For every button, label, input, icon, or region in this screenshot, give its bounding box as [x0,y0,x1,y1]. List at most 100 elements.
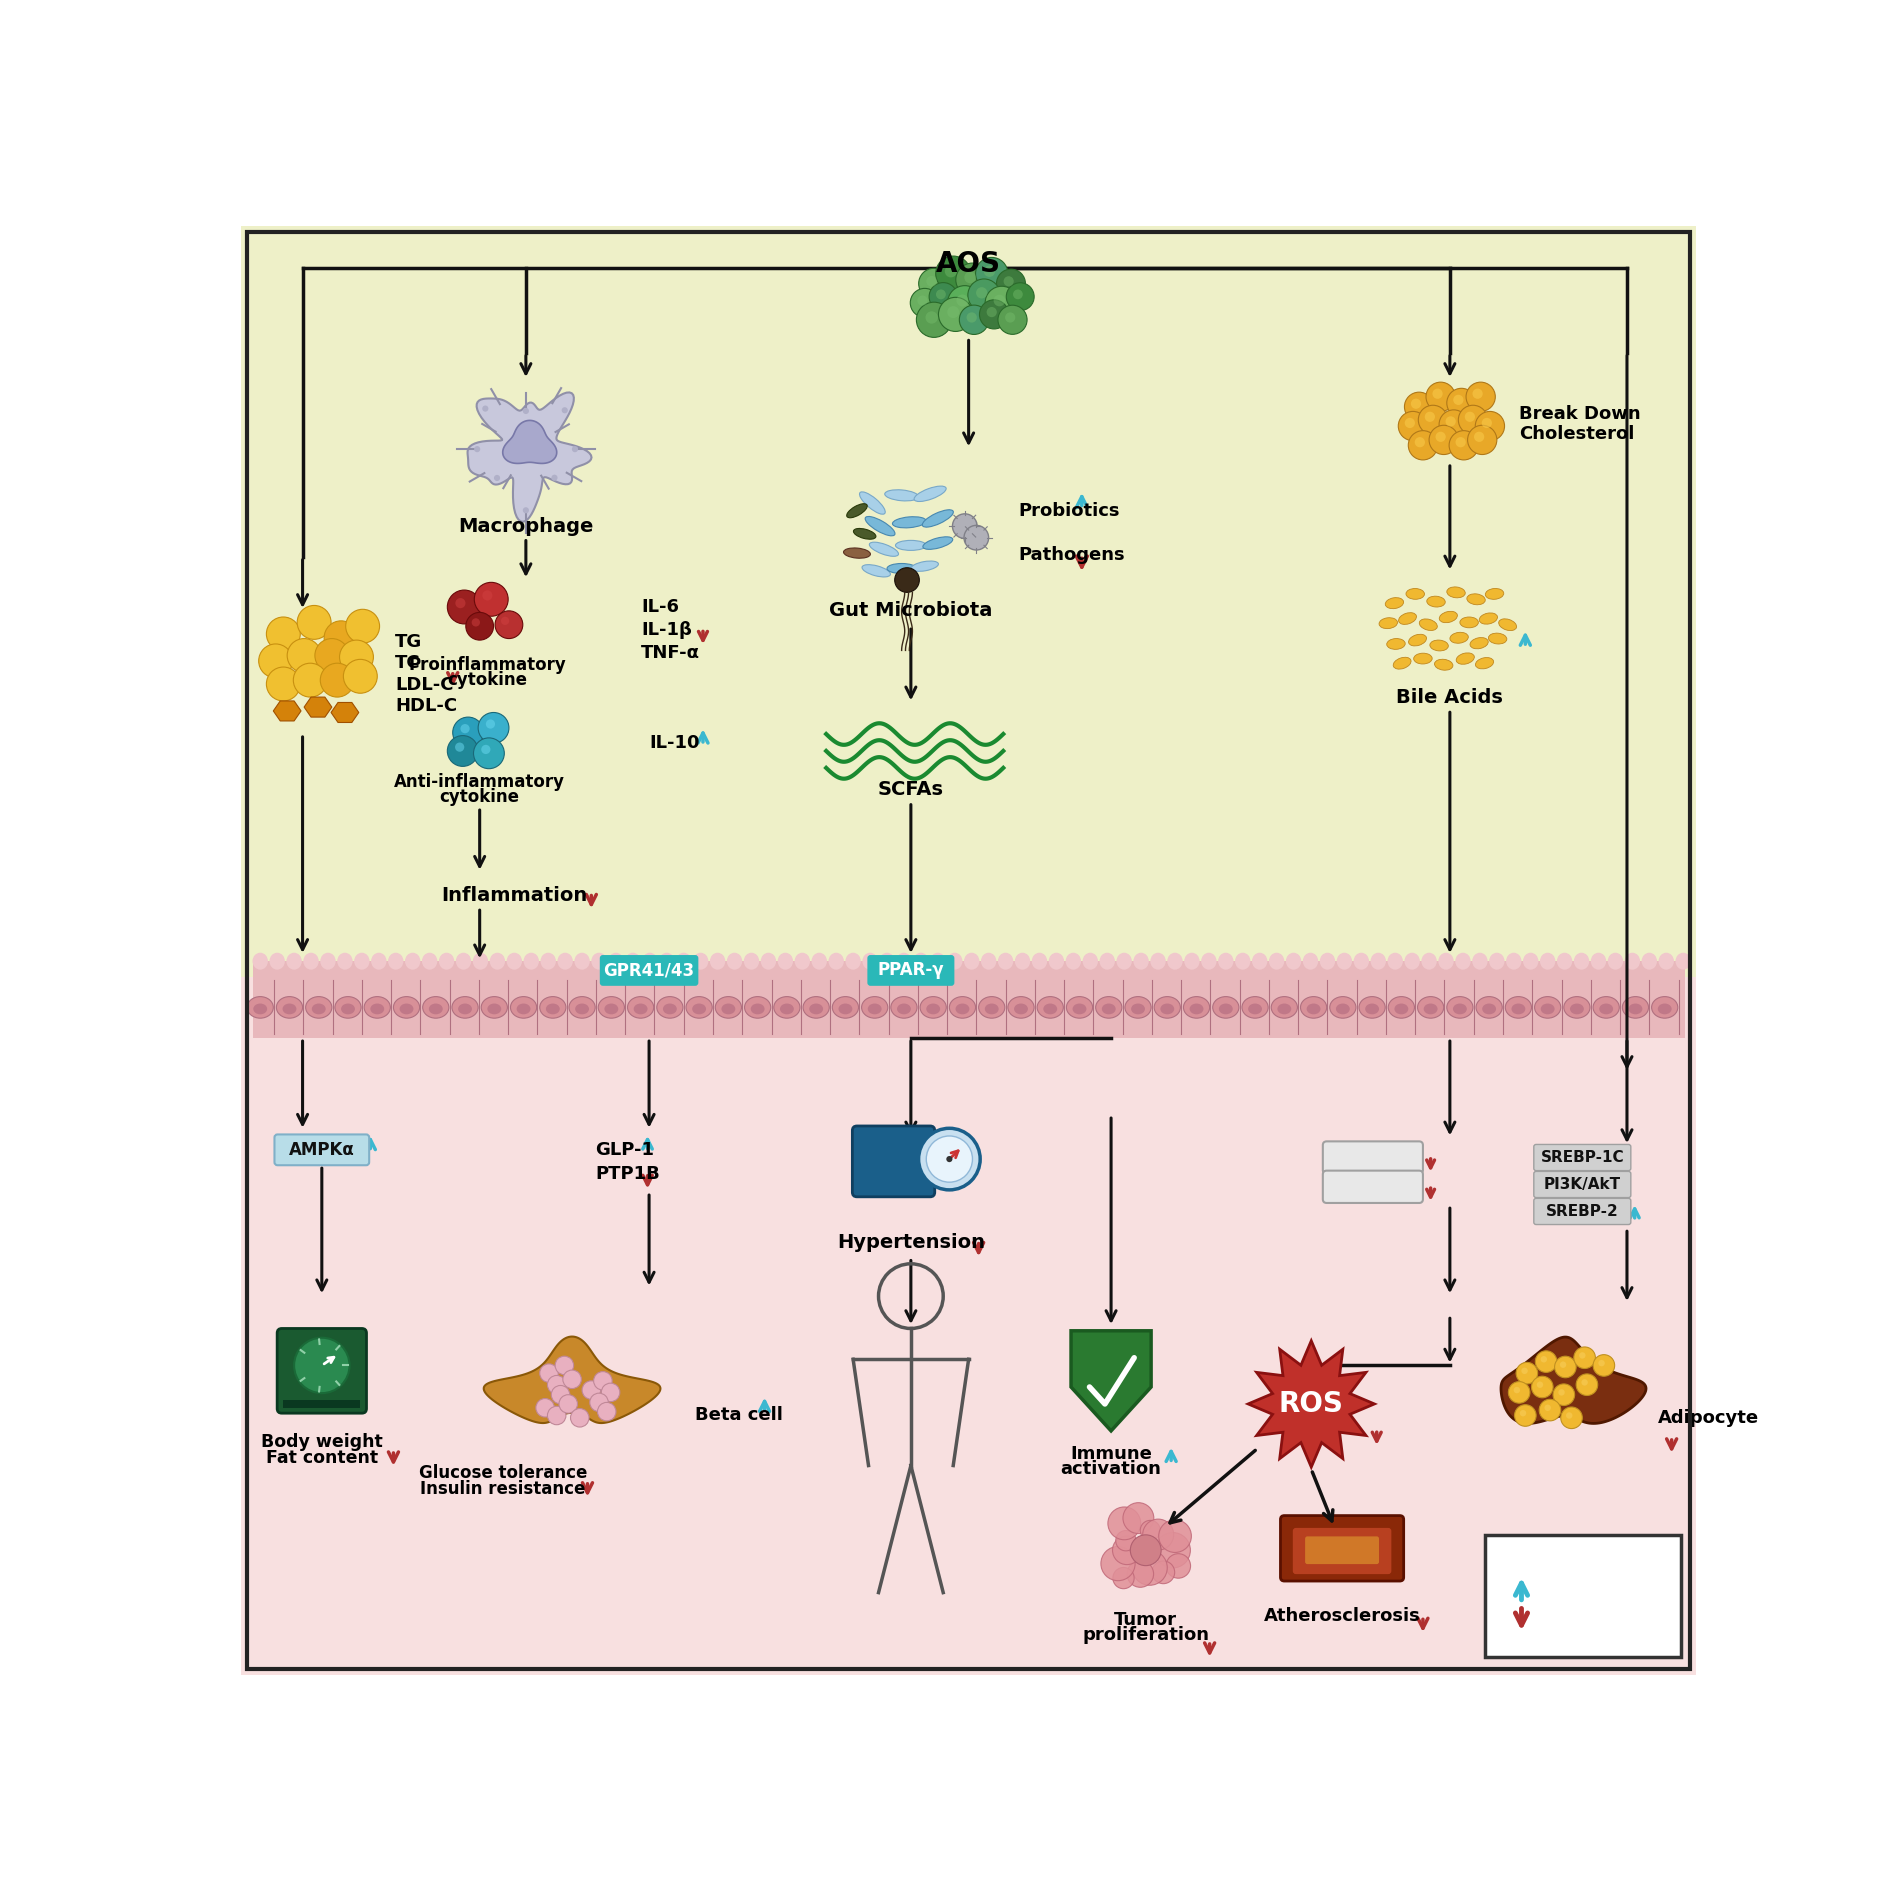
Ellipse shape [451,997,478,1018]
FancyBboxPatch shape [1322,1171,1422,1203]
Ellipse shape [773,997,799,1018]
Ellipse shape [1470,638,1487,649]
Circle shape [929,282,958,311]
Ellipse shape [1218,1003,1232,1014]
Ellipse shape [1458,617,1477,629]
Circle shape [523,408,529,414]
Ellipse shape [1037,997,1064,1018]
Ellipse shape [1014,1003,1028,1014]
Ellipse shape [963,952,979,969]
Circle shape [1558,1361,1566,1368]
Circle shape [1154,1532,1190,1568]
Ellipse shape [1031,952,1047,969]
Ellipse shape [353,952,370,969]
Ellipse shape [744,952,759,969]
Circle shape [1466,382,1494,412]
FancyBboxPatch shape [1534,1171,1630,1197]
Circle shape [455,743,465,751]
Ellipse shape [1364,1003,1379,1014]
Bar [240,977,1696,1675]
Ellipse shape [253,1003,266,1014]
Circle shape [984,265,994,277]
Circle shape [1575,1374,1596,1395]
Circle shape [474,446,480,452]
Circle shape [963,271,975,284]
Ellipse shape [984,1003,997,1014]
Ellipse shape [569,997,595,1018]
Text: Atherosclerosis: Atherosclerosis [1264,1607,1421,1624]
Text: Proinflammatory: Proinflammatory [408,655,567,674]
Circle shape [482,745,489,755]
Ellipse shape [1481,1003,1496,1014]
Ellipse shape [869,542,897,557]
Circle shape [979,299,1009,329]
Ellipse shape [1419,619,1436,630]
Ellipse shape [657,997,682,1018]
Ellipse shape [1387,638,1404,649]
Ellipse shape [727,952,742,969]
Circle shape [1122,1502,1152,1534]
Ellipse shape [1183,997,1209,1018]
Ellipse shape [722,1003,735,1014]
Ellipse shape [1370,952,1385,969]
Circle shape [935,256,971,292]
Polygon shape [331,702,359,723]
Circle shape [935,290,944,299]
Circle shape [493,474,501,482]
Ellipse shape [1426,597,1445,608]
Ellipse shape [854,529,875,540]
Circle shape [1152,1560,1175,1583]
Circle shape [996,269,1026,297]
Ellipse shape [1302,952,1317,969]
Ellipse shape [1358,997,1385,1018]
Ellipse shape [1116,952,1132,969]
Circle shape [1513,1387,1519,1393]
Ellipse shape [1574,952,1589,969]
Ellipse shape [540,952,555,969]
Ellipse shape [676,952,691,969]
Ellipse shape [421,952,436,969]
Text: activation: activation [1060,1460,1162,1477]
Polygon shape [467,393,591,521]
Ellipse shape [693,952,708,969]
Ellipse shape [287,952,302,969]
Ellipse shape [1388,997,1413,1018]
Text: Beta cell: Beta cell [695,1406,782,1425]
Text: Cholesterol: Cholesterol [1519,425,1634,442]
Ellipse shape [948,997,975,1018]
Circle shape [1415,437,1424,448]
Ellipse shape [808,1003,824,1014]
Circle shape [559,1395,578,1413]
Text: Decrease: Decrease [1545,1611,1647,1630]
Text: proliferation: proliferation [1082,1626,1209,1645]
Circle shape [1166,1555,1190,1579]
Ellipse shape [365,997,391,1018]
Polygon shape [1500,1336,1645,1423]
Ellipse shape [1479,614,1496,625]
Ellipse shape [253,952,268,969]
Ellipse shape [1285,952,1300,969]
Text: Increase: Increase [1545,1577,1640,1596]
Ellipse shape [319,952,336,969]
Ellipse shape [393,997,419,1018]
Text: Anti-inflammatory: Anti-inflammatory [395,774,565,790]
Circle shape [1466,425,1496,455]
Circle shape [1458,405,1487,435]
Ellipse shape [599,997,623,1018]
Circle shape [918,1129,980,1189]
Ellipse shape [1608,952,1623,969]
Ellipse shape [1213,997,1237,1018]
Circle shape [1407,431,1438,459]
Circle shape [495,612,523,638]
Ellipse shape [803,997,829,1018]
Circle shape [916,303,950,337]
Ellipse shape [1466,595,1485,604]
Ellipse shape [1511,1003,1524,1014]
Text: Break Down: Break Down [1519,405,1640,423]
Circle shape [555,1357,574,1374]
Circle shape [1592,1355,1613,1376]
Circle shape [536,1398,553,1417]
Ellipse shape [270,952,285,969]
Text: SREBP-2: SREBP-2 [1545,1204,1617,1220]
Ellipse shape [956,1003,969,1014]
